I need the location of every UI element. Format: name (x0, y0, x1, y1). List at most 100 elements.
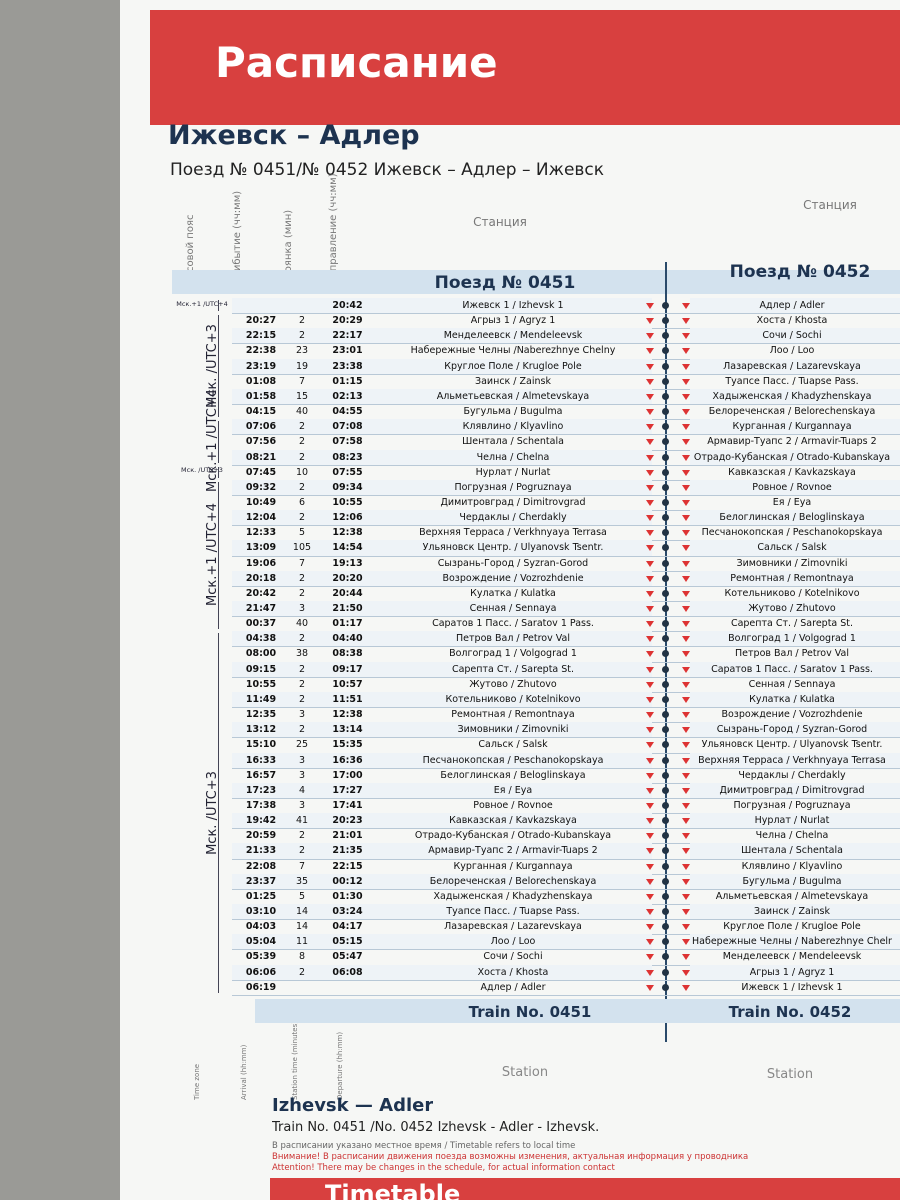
row-shade (690, 601, 900, 617)
marker (682, 712, 690, 719)
stop-dot (662, 953, 669, 961)
station-name: Альметьевская / Almetevskaya (436, 390, 590, 402)
station-name: Отрадо-Кубанская / Otrado-Kubanskaya (693, 451, 891, 463)
row-shade (232, 722, 652, 738)
station-name: Чердаклы / Cherdakly (459, 512, 567, 524)
stop-minutes: 2 (298, 436, 306, 448)
marker (682, 909, 690, 915)
station-name: Хадыженская / Khadyzhenskaya (712, 390, 872, 402)
arrival-time: 20:42 (245, 587, 277, 599)
row-shade (232, 873, 652, 889)
station-name: Курганная / Kurgannaya (453, 860, 573, 872)
marker (682, 560, 690, 567)
departure-time: 20:29 (332, 315, 363, 327)
departure-time: 14:54 (332, 542, 363, 554)
marker (682, 666, 690, 673)
departure-time: 09:34 (332, 481, 363, 493)
marker (682, 590, 690, 597)
row-shade (690, 388, 900, 405)
marker (646, 954, 654, 961)
stop-dot (662, 741, 669, 749)
row-line (232, 494, 900, 496)
time-zone-bracket (218, 481, 227, 630)
station-name: Димитровград / Dimitrovgrad (440, 496, 586, 508)
footer-subtitle: Train No. 0451 /No. 0452 Izhevsk - Adler… (272, 1120, 600, 1135)
row-line (232, 994, 900, 996)
stop-dot (662, 423, 669, 431)
marker (646, 742, 654, 749)
column-header: Станция (473, 215, 527, 229)
stop-minutes: 8 (298, 951, 306, 963)
departure-time: 10:55 (332, 496, 363, 508)
time-zone-bracket (218, 421, 227, 463)
arrival-time: 22:38 (245, 345, 277, 357)
marker (646, 666, 654, 673)
departure-time: 07:55 (332, 466, 363, 478)
footer-banner-bar (270, 1178, 900, 1200)
station-name: Заинск / Zainsk (475, 375, 551, 387)
arrival-time: 06:19 (245, 981, 277, 993)
departure-time: 20:42 (332, 300, 363, 311)
stop-minutes: 2 (298, 421, 306, 433)
row-shade (690, 419, 900, 435)
stop-minutes: 40 (295, 618, 309, 630)
marker (682, 439, 690, 446)
stop-dot (662, 862, 669, 870)
station-name: Димитровград / Dimitrovgrad (719, 784, 865, 796)
stop-minutes: 2 (298, 678, 306, 690)
departure-time: 17:41 (332, 799, 363, 811)
stop-dot (662, 438, 669, 446)
departure-time: 22:15 (332, 860, 363, 872)
arrival-time: 11:49 (245, 693, 277, 705)
arrival-time: 13:12 (245, 724, 277, 736)
marker (682, 378, 690, 385)
station-name: Бугульма / Bugulma (742, 875, 842, 887)
train-title: Поезд № 0452 (729, 262, 871, 282)
marker (646, 621, 654, 628)
stop-dot (662, 483, 669, 491)
stop-dot (662, 847, 669, 855)
station-name: Заинск / Zainsk (754, 906, 830, 917)
station-name: Клявлино / Klyavlino (741, 860, 843, 872)
arrival-time: 19:42 (245, 815, 277, 827)
marker (646, 363, 654, 370)
arrival-time: 21:33 (245, 845, 277, 857)
row-line (232, 919, 900, 921)
marker (646, 757, 654, 764)
footer-note: Внимание! В расписании движения поезда в… (272, 1152, 749, 1162)
station-name: Котельниково / Kotelnikovo (724, 587, 860, 599)
arrival-time: 15:10 (245, 739, 277, 751)
stop-dot (662, 347, 669, 355)
arrival-time: 23:37 (245, 875, 277, 887)
row-shade (232, 752, 652, 768)
station-name: Ижевск 1 / Izhevsk 1 (741, 981, 843, 993)
marker (646, 333, 654, 340)
row-line (232, 737, 900, 739)
departure-time: 23:38 (332, 360, 363, 372)
station-name: Ремонтная / Remontnaya (730, 572, 854, 584)
station-name: Сальск / Salsk (478, 739, 548, 751)
marker (682, 802, 690, 809)
station-name: Лоо / Loo (490, 936, 536, 948)
departure-time: 09:17 (332, 663, 363, 675)
row-shade (232, 904, 652, 920)
marker (682, 939, 690, 946)
stop-dot (662, 498, 669, 506)
departure-time: 07:08 (332, 421, 363, 433)
marker (646, 348, 654, 355)
marker (646, 772, 654, 779)
marker (646, 454, 654, 461)
arrival-time: 07:56 (245, 436, 277, 448)
stop-minutes: 7 (298, 557, 306, 569)
marker (646, 833, 654, 840)
station-name: Петров Вал / Petrov Val (735, 648, 849, 660)
departure-time: 19:13 (332, 557, 363, 569)
departure-time: 15:35 (332, 739, 363, 751)
marker (646, 439, 654, 446)
route-subtitle: Поезд № 0451/№ 0452 Ижевск – Адлер – Иже… (170, 160, 605, 180)
footer-note: Attention! There may be changes in the s… (272, 1163, 615, 1173)
row-line (232, 313, 900, 315)
station-name: Кулатка / Kulatka (749, 693, 835, 705)
marker (646, 484, 654, 491)
row-line (232, 979, 900, 981)
